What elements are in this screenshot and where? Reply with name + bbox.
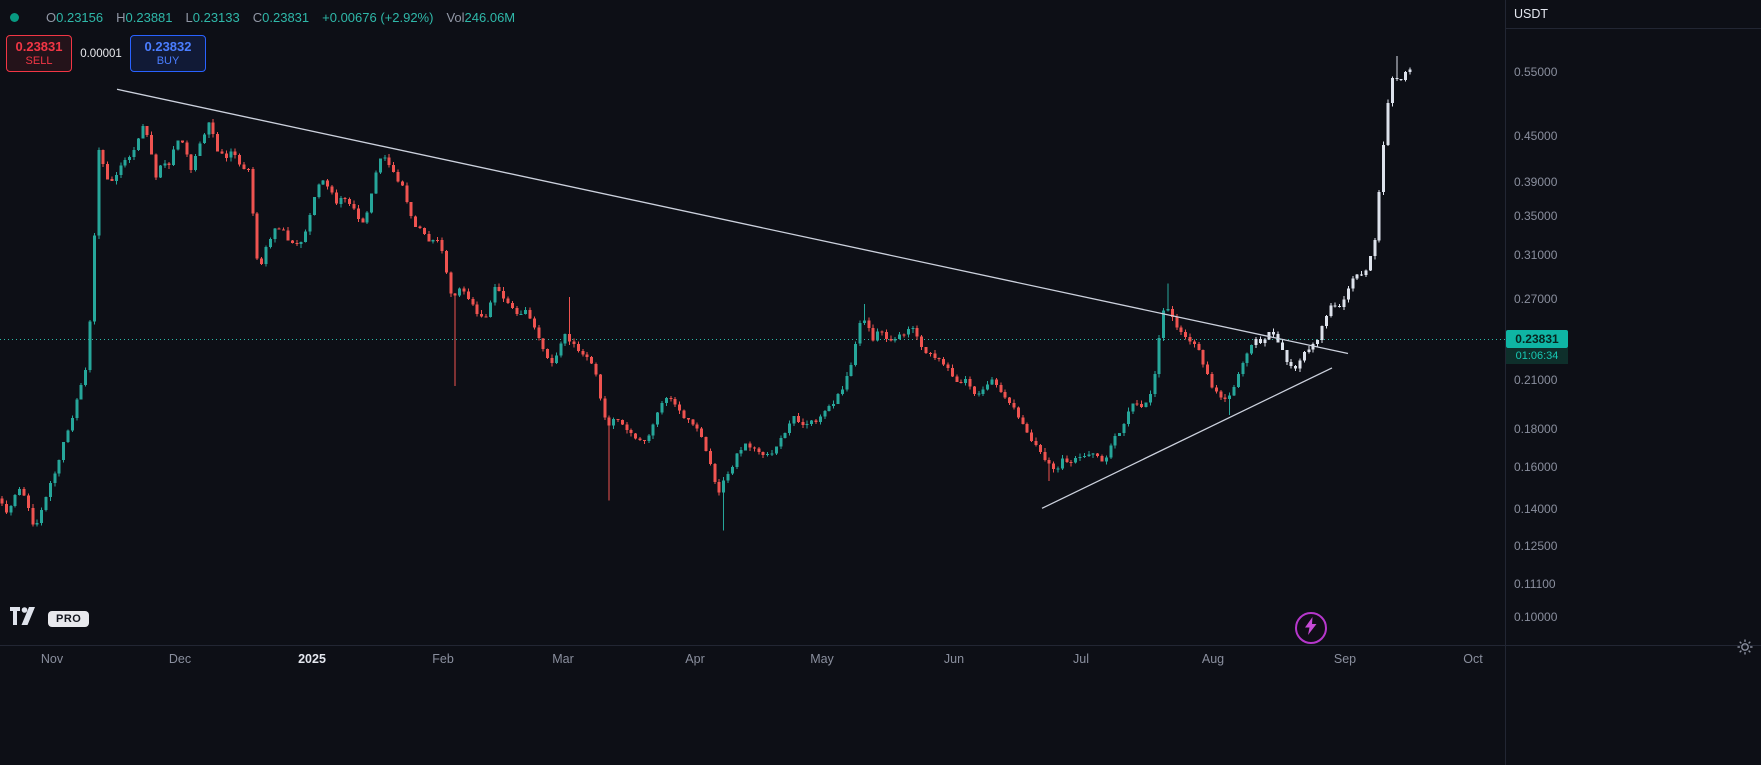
close-field: C 0.23831 (253, 10, 309, 25)
price-axis-label: 0.14000 (1514, 502, 1558, 516)
low-field: L 0.23133 (186, 10, 240, 25)
price-axis-separator (1505, 0, 1506, 765)
time-axis-label: Jun (943, 652, 965, 666)
quick-trade-button[interactable] (1295, 612, 1327, 644)
time-axis-label: Dec (168, 652, 192, 666)
time-axis[interactable]: Nov Dec 2025 Feb Mar Apr May Jun Jul Aug Sep Oct (0, 646, 1505, 674)
lightning-bolt-icon (1303, 616, 1319, 640)
trend-line[interactable] (116, 88, 1349, 355)
current-price-label: 0.23831 (1506, 330, 1568, 348)
buy-price: 0.23832 (144, 38, 192, 54)
sell-button-label: SELL (25, 54, 53, 67)
high-field: H 0.23881 (116, 10, 172, 25)
low-value: 0.23133 (192, 9, 240, 25)
price-axis-label: 0.31000 (1514, 248, 1558, 262)
sell-price: 0.23831 (15, 38, 63, 54)
quote-currency-text: USDT (1514, 7, 1549, 21)
buy-button-label: BUY (156, 54, 180, 67)
time-axis-label: Jul (1073, 652, 1089, 666)
settings-gear-icon[interactable] (1734, 636, 1756, 658)
price-axis-label: 0.10000 (1514, 610, 1558, 624)
change-value: +0.00676 (+2.92%) (322, 9, 434, 25)
open-label: O (46, 9, 57, 25)
time-axis-label: Aug (1201, 652, 1225, 666)
volume-value: 246.06M (464, 9, 516, 25)
time-axis-label: May (810, 652, 834, 666)
trend-line[interactable] (1041, 367, 1333, 509)
chart-canvas[interactable] (0, 0, 1505, 645)
price-axis-label: 0.16000 (1514, 460, 1558, 474)
volume-field: Vol 246.06M (446, 10, 515, 25)
price-axis-label: 0.27000 (1514, 292, 1558, 306)
price-axis-label: 0.12500 (1514, 539, 1558, 553)
trade-panel: 0.23831 SELL 0.00001 0.23832 BUY (6, 35, 206, 72)
open-field: O 0.23156 (46, 10, 103, 25)
close-value: 0.23831 (262, 9, 310, 25)
time-axis-label: Oct (1463, 652, 1483, 666)
low-label: L (185, 9, 193, 25)
spread-value: 0.00001 (80, 47, 122, 60)
time-axis-separator (0, 645, 1761, 646)
time-axis-label: Sep (1333, 652, 1357, 666)
quote-currency-header[interactable]: USDT (1506, 0, 1761, 29)
price-axis-label: 0.21000 (1514, 373, 1558, 387)
symbol-info-bar: O 0.23156 H 0.23881 L 0.23133 C 0.23831 +0.0… (10, 8, 515, 26)
high-label: H (116, 9, 126, 25)
time-axis-label: Mar (552, 652, 574, 666)
buy-button[interactable]: 0.23832 BUY (130, 35, 206, 72)
price-axis-label: 0.55000 (1514, 65, 1558, 79)
price-axis[interactable]: 0.55000 0.45000 0.39000 0.35000 0.31000 0.270… (1506, 0, 1586, 645)
candles (0, 56, 1412, 531)
pro-badge: PRO (48, 610, 90, 627)
tradingview-logo[interactable]: PRO (10, 607, 90, 630)
open-value: 0.23156 (56, 9, 104, 25)
price-axis-label: 0.11100 (1514, 577, 1556, 591)
time-axis-year-label: 2025 (298, 652, 326, 666)
high-value: 0.23881 (125, 9, 173, 25)
time-axis-label: Apr (685, 652, 705, 666)
price-axis-label: 0.18000 (1514, 422, 1558, 436)
tradingview-mark-icon (10, 607, 42, 630)
price-axis-label: 0.35000 (1514, 209, 1558, 223)
close-label: C (252, 9, 263, 25)
candle-countdown: 01:06:34 (1506, 348, 1568, 364)
time-axis-label: Feb (432, 652, 454, 666)
price-axis-label: 0.45000 (1514, 129, 1558, 143)
candlestick-chart[interactable] (0, 0, 1505, 645)
price-axis-label: 0.39000 (1514, 175, 1558, 189)
market-status-icon (10, 12, 19, 22)
sell-button[interactable]: 0.23831 SELL (6, 35, 72, 72)
time-axis-label: Nov (40, 652, 64, 666)
volume-label: Vol (446, 9, 465, 25)
